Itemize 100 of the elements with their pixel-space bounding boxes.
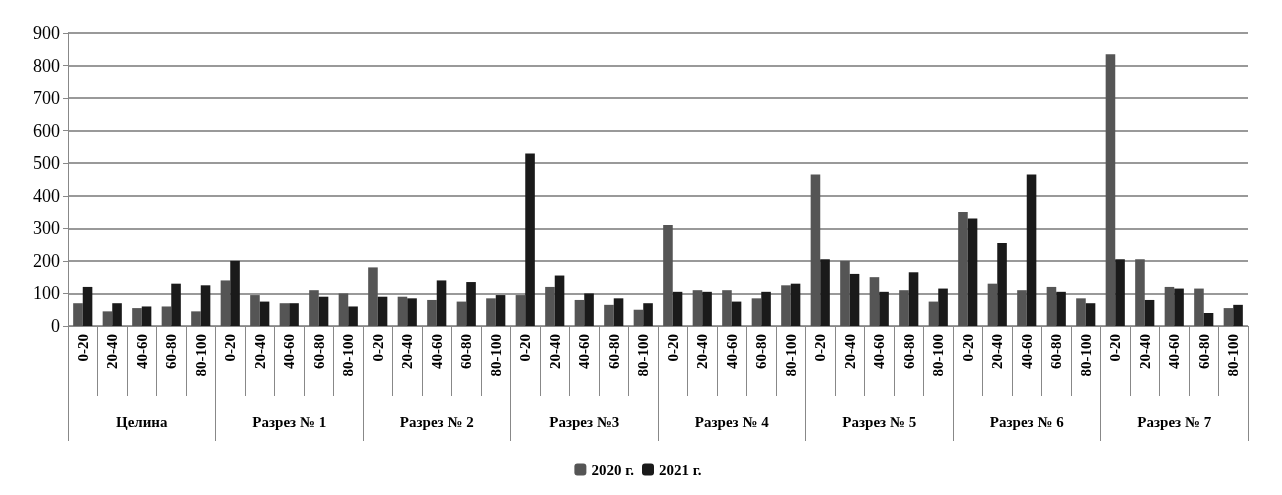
bar: [525, 153, 535, 326]
bar: [250, 295, 260, 326]
legend-label: 2021 г.: [659, 461, 702, 478]
legend-label: 2020 г.: [591, 461, 635, 478]
bar: [515, 295, 526, 326]
bar: [908, 272, 919, 326]
bar: [1203, 312, 1214, 326]
bar: [633, 309, 644, 326]
x-tick-label: 40-60: [133, 334, 150, 369]
x-tick-label: 20-40: [104, 334, 121, 369]
x-tick-label: 80-100: [635, 334, 652, 377]
bar: [604, 304, 614, 326]
y-tick-label: 800: [33, 55, 60, 76]
x-tick-label: 60-80: [753, 334, 770, 369]
bar: [368, 267, 378, 326]
x-tick-label: 40-60: [723, 334, 740, 369]
bar: [869, 277, 880, 326]
bar: [1076, 298, 1086, 326]
bar: [672, 291, 683, 326]
text: Разрез № 6: [989, 413, 1065, 430]
x-tick-label: 80-100: [930, 334, 947, 377]
x-tick-label: 60-80: [163, 334, 180, 369]
x-tick-label: 60-80: [1195, 334, 1212, 369]
bar: [781, 285, 791, 326]
x-tick-label: 80-100: [192, 334, 209, 377]
bar: [810, 174, 821, 326]
bar: [220, 280, 231, 326]
x-tick-label: 20-40: [694, 334, 711, 369]
x-tick-label: 60-80: [605, 334, 622, 369]
bar: [840, 260, 850, 326]
bar: [545, 286, 555, 326]
bar: [348, 306, 358, 326]
x-tick-label: 0-20: [222, 334, 239, 362]
bar: [1017, 290, 1027, 326]
bar: [466, 282, 476, 326]
bar: [73, 303, 83, 326]
bar: [643, 303, 653, 326]
y-tick-label: 900: [33, 23, 60, 43]
bar: [407, 298, 417, 326]
x-tick-label: 0-20: [959, 334, 976, 362]
bar: [171, 283, 181, 326]
x-tick-label: 80-100: [487, 334, 504, 377]
x-tick-label: 20-40: [841, 334, 858, 369]
bar: [722, 290, 732, 326]
x-tick-label: 80-100: [1077, 334, 1094, 377]
bar: [309, 290, 319, 326]
x-tick-label: 0-20: [517, 334, 534, 362]
x-tick-label: 0-20: [74, 334, 91, 362]
x-tick-label: 80-100: [1225, 334, 1242, 377]
y-tick-label: 200: [33, 250, 60, 271]
bar: [958, 212, 968, 326]
x-tick-label: 20-40: [989, 334, 1006, 369]
bar: [436, 280, 447, 326]
bar: [751, 298, 762, 326]
bar: [938, 288, 948, 326]
y-tick-label: 400: [33, 185, 60, 206]
bar: [1164, 286, 1175, 326]
x-tick-label: 20-40: [251, 334, 268, 369]
text: Разрез № 5: [842, 413, 917, 430]
bar: [663, 225, 673, 326]
bar: [987, 283, 998, 326]
y-tick-label: 600: [33, 120, 60, 141]
x-tick-label: 20-40: [1136, 334, 1153, 369]
bar: [1026, 174, 1037, 326]
bar: [289, 303, 299, 326]
y-tick-label: 0: [51, 316, 60, 336]
bar: [584, 293, 594, 326]
y-tick-label: 700: [33, 88, 60, 109]
x-tick-label: 0-20: [1107, 334, 1124, 362]
bar: [230, 260, 240, 326]
bar: [1144, 299, 1155, 326]
x-tick-label: 0-20: [664, 334, 681, 362]
y-tick-label: 300: [33, 218, 60, 239]
bar: [702, 291, 712, 326]
bar: [1105, 54, 1116, 326]
bar: [486, 298, 496, 326]
x-tick-label: 20-40: [399, 334, 416, 369]
x-tick-label: 80-100: [340, 334, 357, 377]
bar: [141, 306, 152, 326]
bar: [1194, 288, 1204, 326]
x-tick-label: 20-40: [546, 334, 563, 369]
bar: [899, 290, 909, 326]
text: Разрез № 2: [399, 413, 474, 430]
bar: [161, 306, 172, 326]
x-tick-label: 60-80: [1048, 334, 1065, 369]
text: Разрез № 4: [694, 413, 770, 430]
x-tick-label: 60-80: [310, 334, 327, 369]
bar: [318, 296, 329, 326]
text: Разрез № 7: [1137, 413, 1212, 430]
bar: [820, 259, 830, 326]
text: Целина: [115, 413, 169, 430]
bar: [1046, 286, 1057, 326]
bar: [82, 286, 93, 326]
x-tick-label: 40-60: [428, 334, 445, 369]
bar: [574, 299, 585, 326]
bar: [1223, 308, 1234, 326]
x-tick-label: 60-80: [900, 334, 917, 369]
x-tick-label: 0-20: [812, 334, 829, 362]
x-tick-label: 60-80: [458, 334, 475, 369]
bar: [554, 275, 565, 326]
